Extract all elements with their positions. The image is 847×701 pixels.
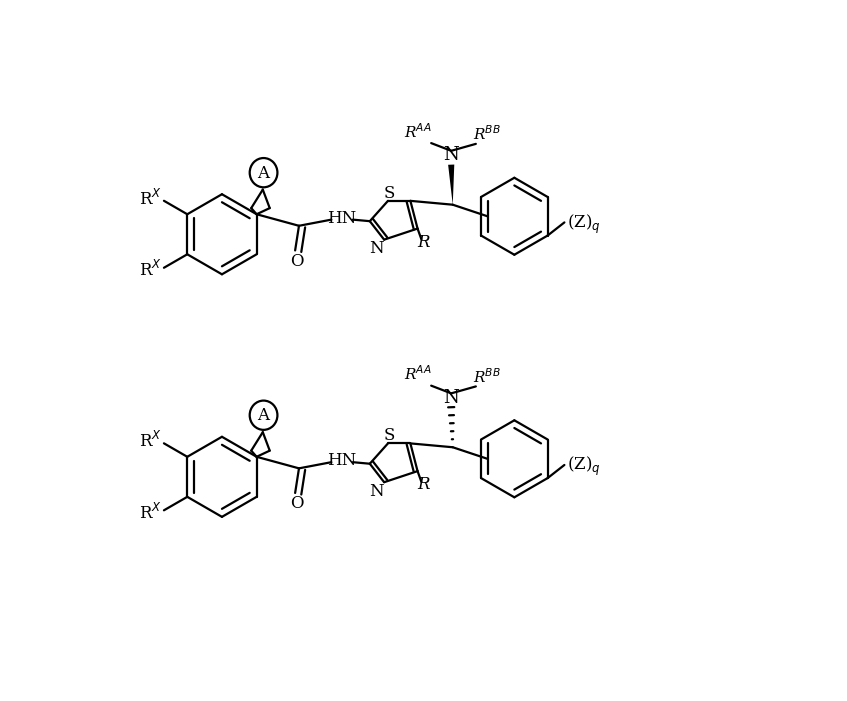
- Text: N: N: [443, 389, 459, 407]
- Text: S: S: [384, 427, 396, 444]
- Text: R$^{BB}$: R$^{BB}$: [473, 367, 501, 386]
- Text: N: N: [369, 240, 384, 257]
- Text: A: A: [257, 165, 269, 182]
- Text: R: R: [418, 234, 430, 251]
- Text: R$^{AA}$: R$^{AA}$: [404, 365, 432, 383]
- Polygon shape: [448, 165, 454, 205]
- Text: O: O: [290, 253, 303, 270]
- Text: R$^X$: R$^X$: [139, 431, 162, 451]
- Text: N: N: [369, 483, 384, 500]
- Text: R$^X$: R$^X$: [139, 260, 162, 280]
- Text: O: O: [290, 496, 303, 512]
- Text: R: R: [418, 477, 430, 494]
- Text: N: N: [443, 147, 459, 165]
- Text: (Z)$_q$: (Z)$_q$: [567, 212, 601, 236]
- Text: HN: HN: [328, 452, 357, 469]
- Text: A: A: [257, 407, 269, 425]
- Text: R$^{BB}$: R$^{BB}$: [473, 125, 501, 143]
- Text: R$^X$: R$^X$: [139, 503, 162, 523]
- Text: R$^X$: R$^X$: [139, 189, 162, 208]
- Text: S: S: [384, 184, 396, 202]
- Text: (Z)$_q$: (Z)$_q$: [567, 455, 601, 478]
- Text: R$^{AA}$: R$^{AA}$: [404, 122, 432, 141]
- Text: HN: HN: [328, 210, 357, 226]
